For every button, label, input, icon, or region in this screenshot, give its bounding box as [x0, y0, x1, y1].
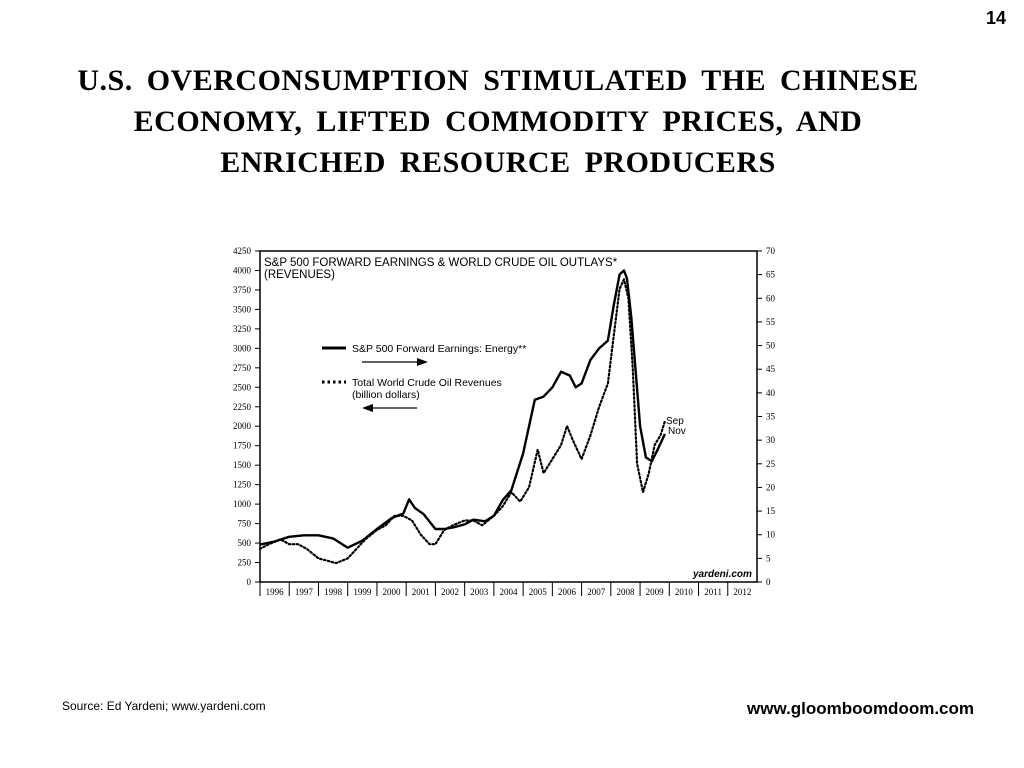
legend-label-oil: (billion dollars): [352, 389, 420, 401]
right-axis-tick-label: 70: [766, 246, 776, 256]
right-axis-tick-label: 50: [766, 341, 776, 351]
left-axis-tick-label: 1750: [233, 441, 252, 451]
end-label: Sep: [666, 416, 684, 427]
legend-label-oil: Total World Crude Oil Revenues: [352, 377, 502, 389]
x-axis-tick-label: 1997: [295, 587, 314, 597]
left-axis-tick-label: 500: [238, 538, 252, 548]
x-axis-tick-label: 2008: [616, 587, 635, 597]
x-axis-tick-label: 1999: [353, 587, 372, 597]
chart: 0 250 500 750 1000 1250 1500 1750 2000 2250 2500 27…: [212, 240, 788, 602]
left-axis-tick-label: 250: [238, 558, 252, 568]
right-axis-tick-label: 65: [766, 270, 776, 280]
x-axis-tick-label: 2011: [704, 587, 722, 597]
right-axis-tick-label: 60: [766, 293, 776, 303]
left-axis-tick-label: 2250: [233, 402, 252, 412]
plot-frame: [259, 250, 758, 583]
left-axis-tick-label: 3500: [233, 304, 252, 314]
x-axis-tick-label: 2010: [675, 587, 694, 597]
legend-label-earnings: S&P 500 Forward Earnings: Energy**: [352, 343, 526, 355]
left-axis-tick-label: 2750: [233, 363, 252, 373]
left-axis-tick-label: 750: [238, 519, 252, 529]
left-axis-tick-label: 3000: [233, 343, 252, 353]
x-axis-tick-label: 2001: [412, 587, 430, 597]
left-axis-tick-label: 1500: [233, 460, 252, 470]
left-axis-tick-label: 2000: [233, 421, 252, 431]
website-url: www.gloomboomdoom.com: [747, 699, 974, 718]
right-axis-tick-label: 20: [766, 482, 776, 492]
slide-title: U.S. OVERCONSUMPTION STIMULATED THE CHIN…: [0, 60, 998, 183]
chart-title-line: S&P 500 FORWARD EARNINGS & WORLD CRUDE O…: [264, 257, 618, 269]
left-axis-tick-label: 4250: [233, 246, 252, 256]
right-axis-tick-label: 10: [766, 530, 776, 540]
left-axis-tick-label: 4000: [233, 265, 252, 275]
left-axis-tick-label: 0: [247, 577, 252, 587]
legend-arrow-right-head: [417, 358, 428, 366]
right-axis-tick-label: 0: [766, 577, 771, 587]
right-axis-tick-label: 25: [766, 459, 776, 469]
series-line-oil-revenues: [258, 278, 666, 565]
left-axis-tick-label: 2500: [233, 382, 252, 392]
slide-title-line: ENRICHED RESOURCE PRODUCERS: [220, 146, 776, 179]
x-axis-tick-label: 1996: [266, 587, 285, 597]
right-axis-tick-label: 5: [766, 553, 771, 563]
x-axis-tick-label: 2002: [441, 587, 459, 597]
source-note: Source: Ed Yardeni; www.yardeni.com: [62, 699, 266, 713]
left-axis-tick-label: 1250: [233, 480, 252, 490]
left-axis-tick-label: 1000: [233, 499, 252, 509]
slide-title-line: U.S. OVERCONSUMPTION STIMULATED THE CHIN…: [77, 64, 919, 97]
right-axis-tick-label: 30: [766, 435, 776, 445]
x-axis-tick-label: 1998: [324, 587, 343, 597]
watermark: yardeni.com: [692, 569, 752, 580]
right-axis-tick-label: 35: [766, 412, 776, 422]
left-axis-tick-label: 3250: [233, 324, 252, 334]
legend-arrow-left-head: [362, 404, 373, 412]
page-number: 14: [985, 8, 1006, 28]
x-axis-tick-label: 2006: [558, 587, 577, 597]
x-axis-tick-label: 2005: [529, 587, 548, 597]
chart-title-line: (REVENUES): [264, 269, 335, 281]
x-axis-tick-label: 2000: [383, 587, 402, 597]
x-axis-tick-label: 2004: [500, 587, 519, 597]
right-axis-tick-label: 45: [766, 364, 776, 374]
x-axis-tick-label: 2007: [587, 587, 606, 597]
right-axis-tick-label: 15: [766, 506, 776, 516]
right-axis-tick-label: 55: [766, 317, 776, 327]
end-label: Nov: [668, 426, 686, 437]
slide-title-line: ECONOMY, LIFTED COMMODITY PRICES, AND: [133, 105, 863, 138]
x-axis-tick-label: 2003: [470, 587, 489, 597]
left-axis-tick-label: 3750: [233, 285, 252, 295]
x-axis-tick-label: 2009: [646, 587, 665, 597]
right-axis-tick-label: 40: [766, 388, 776, 398]
x-axis-tick-label: 2012: [733, 587, 751, 597]
chart-svg: 0250500750100012501500175020002250250027…: [233, 246, 776, 597]
